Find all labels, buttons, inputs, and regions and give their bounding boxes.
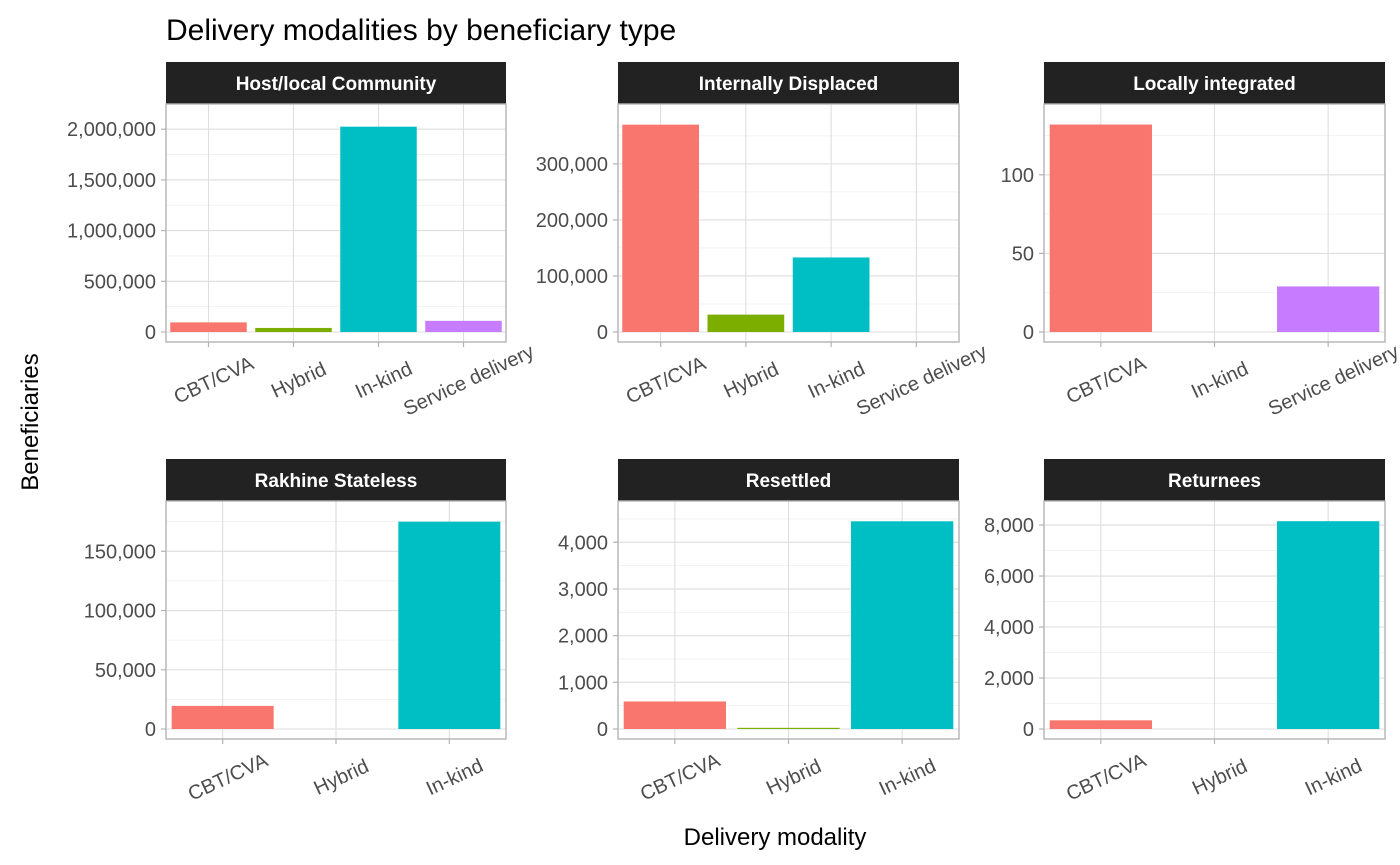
facet-strip <box>166 62 506 104</box>
facet-strip <box>166 459 506 501</box>
bar-cbt-cva <box>1049 720 1152 729</box>
x-tick-label: Service delivery <box>1265 341 1400 421</box>
facet-panel-returnees: Returnees 0 2,000 4,000 6,000 8,000 CBT/CVA Hyb… <box>984 459 1386 806</box>
y-tick-label: 0 <box>1023 322 1034 344</box>
facet-strip <box>618 459 959 501</box>
y-tick-label: 100,000 <box>536 266 608 288</box>
y-tick-label: 200,000 <box>536 210 608 232</box>
y-tick-label: 0 <box>597 322 608 344</box>
x-tick-label: CBT/CVA <box>185 749 272 805</box>
y-tick-label: 1,000,000 <box>67 221 156 243</box>
x-tick-label: CBT/CVA <box>1063 352 1150 408</box>
bar-in-kind <box>1277 521 1380 729</box>
facet-strip-label: Locally integrated <box>1133 74 1296 95</box>
x-axis-title: Delivery modality <box>684 824 867 851</box>
bar-service-delivery <box>1277 286 1380 332</box>
y-axis-title: Beneficiaries <box>17 353 44 490</box>
y-tick-label: 2,000 <box>984 668 1034 690</box>
y-tick-label: 100,000 <box>84 601 156 623</box>
y-tick-label: 3,000 <box>558 579 608 601</box>
bar-hybrid <box>737 727 840 729</box>
x-tick-label: Hybrid <box>268 358 330 402</box>
x-tick-label: In-kind <box>1188 358 1252 403</box>
facet-panel-host-local-community: Host/local Community 0 500,000 1,000,000 1,5… <box>67 62 538 420</box>
facet-strip-label: Host/local Community <box>236 74 437 95</box>
facet-strip-label: Rakhine Stateless <box>255 471 418 492</box>
x-tick-label: Hybrid <box>1189 755 1251 799</box>
x-tick-label: In-kind <box>423 755 487 800</box>
y-tick-label: 50,000 <box>95 660 156 682</box>
facet-panels: Host/local Community 0 500,000 1,000,000 1,5… <box>67 62 1400 806</box>
y-tick-label: 500,000 <box>84 271 156 293</box>
x-tick-label: Service delivery <box>400 341 537 421</box>
facet-strip <box>1044 459 1385 501</box>
bar-cbt-cva <box>622 124 699 332</box>
facet-strip-label: Internally Displaced <box>699 74 879 95</box>
x-tick-label: In-kind <box>352 358 416 403</box>
y-tick-label: 0 <box>145 719 156 741</box>
facet-panel-internally-displaced: Internally Displaced 0 100,000 200,000 300,0… <box>536 62 990 421</box>
y-tick-label: 2,000 <box>558 626 608 648</box>
y-tick-label: 6,000 <box>984 566 1034 588</box>
bar-in-kind <box>398 521 501 729</box>
y-tick-label: 150,000 <box>84 541 156 563</box>
bar-in-kind <box>340 126 417 333</box>
y-tick-label: 8,000 <box>984 515 1034 537</box>
facet-strip-label: Returnees <box>1168 471 1261 492</box>
y-tick-label: 100 <box>1001 165 1034 187</box>
x-tick-label: CBT/CVA <box>1063 749 1150 805</box>
facet-panel-locally-integrated: Locally integrated 0 50 100 CBT/CVA In-kind Se… <box>1001 62 1400 420</box>
y-tick-label: 1,000 <box>558 672 608 694</box>
x-tick-label: In-kind <box>876 755 940 800</box>
bar-cbt-cva <box>171 705 274 729</box>
y-tick-label: 0 <box>1023 719 1034 741</box>
y-tick-label: 0 <box>145 322 156 344</box>
bar-cbt-cva <box>623 701 726 729</box>
panel-border <box>617 103 960 343</box>
bar-in-kind <box>792 257 870 332</box>
y-tick-label: 0 <box>597 719 608 741</box>
bar-service-delivery <box>425 320 502 332</box>
y-tick-label: 300,000 <box>536 154 608 176</box>
x-tick-label: CBT/CVA <box>623 352 710 408</box>
x-tick-label: CBT/CVA <box>637 749 724 805</box>
facet-panel-resettled: Resettled 0 1,000 2,000 3,000 4,000 CBT/CVA Hyb… <box>558 459 960 806</box>
x-tick-label: In-kind <box>805 358 869 403</box>
panel-border <box>165 103 507 343</box>
facet-strip <box>1044 62 1385 104</box>
x-tick-label: CBT/CVA <box>171 352 258 408</box>
x-tick-label: Service delivery <box>853 341 990 421</box>
bar-hybrid <box>707 314 785 332</box>
x-tick-label: Hybrid <box>763 755 825 799</box>
y-tick-label: 4,000 <box>558 532 608 554</box>
facet-strip-label: Resettled <box>746 471 832 492</box>
bar-cbt-cva <box>170 322 247 332</box>
facet-strip <box>618 62 959 104</box>
x-tick-label: In-kind <box>1302 755 1366 800</box>
y-tick-label: 50 <box>1012 243 1034 265</box>
chart-title: Delivery modalities by beneficiary type <box>166 14 676 47</box>
facet-panel-rakhine-stateless: Rakhine Stateless 0 50,000 100,000 150,000 CB… <box>84 459 507 806</box>
x-tick-label: Hybrid <box>311 755 373 799</box>
y-tick-label: 1,500,000 <box>67 170 156 192</box>
y-tick-label: 4,000 <box>984 617 1034 639</box>
bar-hybrid <box>255 327 332 332</box>
bar-cbt-cva <box>1049 124 1152 332</box>
bar-in-kind <box>851 521 954 729</box>
x-tick-label: Hybrid <box>720 358 782 402</box>
y-tick-label: 2,000,000 <box>67 119 156 141</box>
